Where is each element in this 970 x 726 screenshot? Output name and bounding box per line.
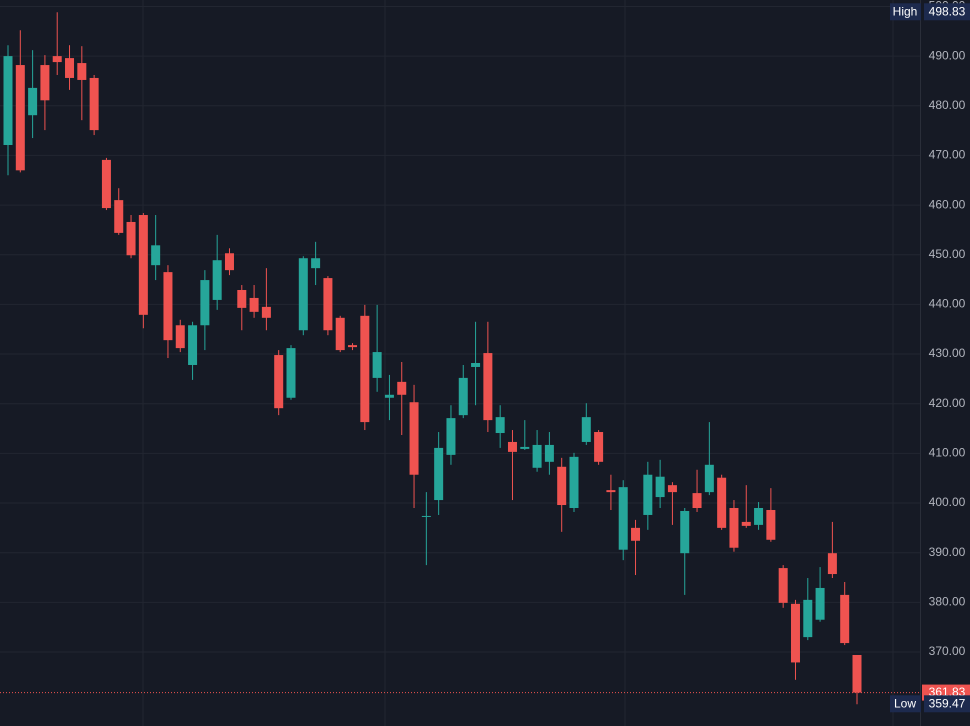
candle-body <box>249 297 259 312</box>
candle-body <box>471 363 481 367</box>
candle-body <box>495 417 505 434</box>
marker-value-box <box>924 695 970 713</box>
candle-body <box>741 521 751 526</box>
y-tick-label: 420.00 <box>929 396 966 410</box>
y-tick-label: 390.00 <box>929 545 966 559</box>
y-tick-label: 460.00 <box>929 197 966 211</box>
candle-body <box>458 377 468 416</box>
candle-body <box>237 290 247 308</box>
candle-body <box>421 515 431 517</box>
candle-body <box>175 325 185 349</box>
candle-body <box>200 280 210 326</box>
marker-name-box <box>890 695 921 713</box>
candle-body <box>286 348 296 398</box>
candle-body <box>372 352 382 378</box>
y-tick-label: 470.00 <box>929 148 966 162</box>
y-tick-label: 450.00 <box>929 247 966 261</box>
candle-body <box>126 221 136 256</box>
last-price-label: 361.83 <box>929 685 966 699</box>
candle-body <box>840 594 850 644</box>
candle-body <box>852 654 862 693</box>
candle-body <box>101 159 111 209</box>
candle-body <box>65 58 75 78</box>
marker-value: 498.83 <box>929 4 966 18</box>
y-tick-label: 380.00 <box>929 595 966 609</box>
candle-body <box>631 527 641 541</box>
candle-body <box>261 306 271 318</box>
candle-body <box>581 417 591 442</box>
candle-body <box>827 553 837 575</box>
candle-body <box>483 353 493 421</box>
candle-body <box>704 464 714 493</box>
candle-body <box>655 476 665 498</box>
candle-body <box>274 355 284 409</box>
candle-body <box>594 432 604 462</box>
candle-body <box>507 441 517 452</box>
candle-body <box>606 490 616 493</box>
candle-body <box>434 447 444 501</box>
candle-body <box>224 253 234 271</box>
candle-body <box>384 394 394 398</box>
candle-body <box>790 603 800 663</box>
candle-body <box>778 568 788 603</box>
candle-body <box>28 87 38 116</box>
marker-name: High <box>893 4 918 18</box>
candle-body <box>569 456 579 509</box>
candle-body <box>667 485 677 493</box>
candle-body <box>729 508 739 548</box>
candle-body <box>680 510 690 554</box>
y-tick-label: 440.00 <box>929 297 966 311</box>
candle-body <box>323 278 333 331</box>
candle-body <box>335 317 345 351</box>
candle-body <box>311 258 321 269</box>
candle-body <box>532 444 542 468</box>
candle-body <box>618 487 628 550</box>
candle-body <box>815 587 825 620</box>
candle-body <box>298 258 308 331</box>
candle-body <box>15 65 25 171</box>
y-tick-label: 400.00 <box>929 495 966 509</box>
candle-body <box>52 56 62 63</box>
candle-body <box>409 402 419 475</box>
candle-body <box>803 599 813 638</box>
candle-body <box>89 77 99 131</box>
candle-body <box>188 325 198 365</box>
candle-body <box>643 474 653 515</box>
marker-name-box <box>890 3 921 21</box>
candle-body <box>692 493 702 509</box>
y-tick-label: 410.00 <box>929 446 966 460</box>
candle-body <box>348 345 358 348</box>
marker-value: 359.47 <box>929 696 966 710</box>
candle-body <box>717 477 727 528</box>
candle-body <box>114 200 124 233</box>
y-tick-label: 480.00 <box>929 98 966 112</box>
candle-body <box>212 260 222 300</box>
candle-body <box>163 272 173 341</box>
candle-body <box>151 245 161 266</box>
marker-name: Low <box>894 696 916 710</box>
marker-value-box <box>924 3 970 21</box>
y-tick-label: 370.00 <box>929 644 966 658</box>
y-tick-label: 430.00 <box>929 346 966 360</box>
candle-body <box>360 315 370 423</box>
candle-body <box>138 215 148 315</box>
candle-body <box>557 466 567 506</box>
candle-body <box>397 381 407 395</box>
candle-body <box>3 56 13 146</box>
y-tick-label: 490.00 <box>929 48 966 62</box>
candle-body <box>766 509 776 540</box>
candle-body <box>40 65 50 101</box>
candle-body <box>446 418 456 455</box>
candle-body <box>544 444 554 462</box>
candle-body <box>754 508 764 525</box>
candle-body <box>77 63 87 80</box>
candle-body <box>520 446 530 449</box>
